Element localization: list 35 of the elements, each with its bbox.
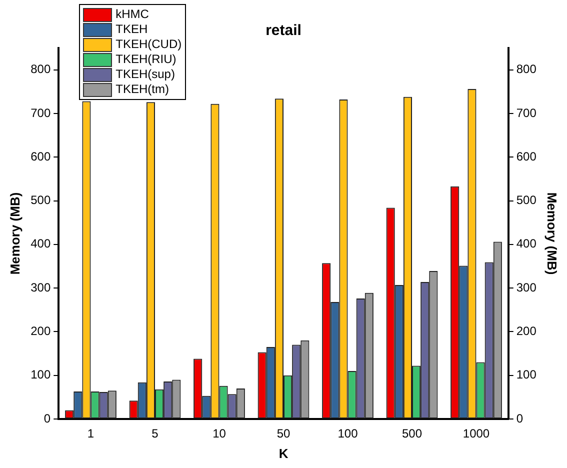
y-tick-label: 500 bbox=[30, 193, 51, 208]
y2-tick-label: 800 bbox=[516, 62, 537, 76]
y2-tick-label: 0 bbox=[516, 411, 524, 426]
y-axis-title: Memory (MB) bbox=[7, 192, 22, 275]
x-tick-label: 1 bbox=[87, 426, 94, 441]
y-tick-label: 200 bbox=[30, 324, 51, 338]
legend-label: TKEH(tm) bbox=[116, 82, 169, 97]
y-tick-label: 400 bbox=[30, 236, 51, 251]
y2-tick-label: 100 bbox=[516, 368, 537, 382]
x-tick-label: 10 bbox=[212, 426, 226, 441]
legend-label: TKEH(RIU) bbox=[116, 52, 176, 67]
x-tick-label: 5 bbox=[152, 426, 159, 441]
legend-label: kHMC bbox=[116, 7, 149, 22]
y-tick-label: 800 bbox=[30, 62, 51, 76]
legend-label: TKEH(CUD) bbox=[116, 37, 182, 52]
y2-tick-label: 200 bbox=[516, 324, 537, 338]
y2-axis-title: Memory (MB) bbox=[544, 192, 560, 275]
x-tick-label: 500 bbox=[402, 426, 422, 441]
y2-tick-label: 600 bbox=[516, 149, 537, 164]
y-tick-label: 100 bbox=[30, 368, 51, 382]
y2-tick-label: 700 bbox=[516, 106, 537, 120]
y-tick-label: 0 bbox=[44, 411, 51, 426]
x-axis-title: K bbox=[278, 446, 289, 461]
x-tick-label: 50 bbox=[276, 426, 290, 441]
x-tick-label: 100 bbox=[338, 426, 358, 441]
y2-tick-label: 500 bbox=[516, 193, 537, 208]
legend-label: TKEH bbox=[116, 22, 148, 37]
chart-title: retail bbox=[266, 22, 302, 40]
y2-tick-label: 300 bbox=[516, 280, 537, 294]
y-tick-label: 600 bbox=[30, 149, 51, 164]
y-tick-label: 300 bbox=[30, 280, 51, 294]
x-tick-label: 1000 bbox=[462, 426, 490, 441]
y2-tick-label: 400 bbox=[516, 236, 537, 251]
y-tick-label: 700 bbox=[30, 106, 51, 120]
legend-label: TKEH(sup) bbox=[116, 67, 175, 82]
